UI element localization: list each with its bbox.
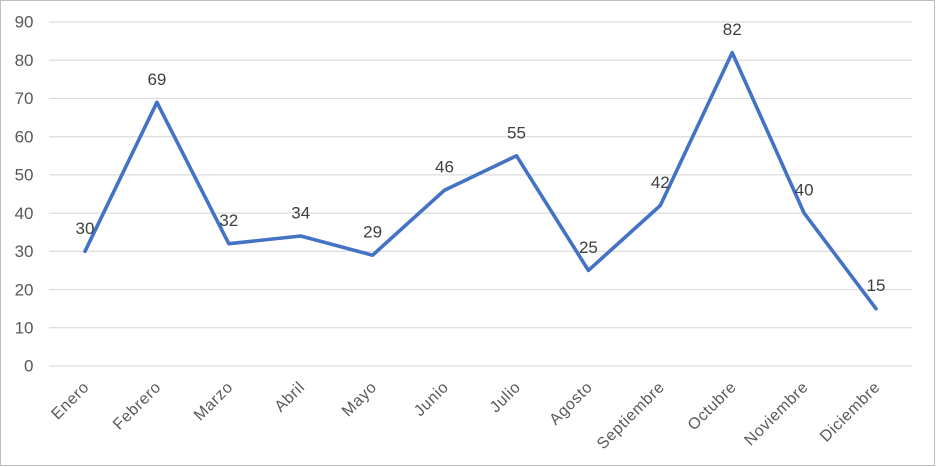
svg-text:80: 80 xyxy=(15,51,34,70)
svg-text:32: 32 xyxy=(219,211,238,230)
svg-text:15: 15 xyxy=(867,276,886,295)
svg-text:46: 46 xyxy=(435,158,454,177)
svg-text:42: 42 xyxy=(651,173,670,192)
svg-text:29: 29 xyxy=(363,223,382,242)
svg-text:82: 82 xyxy=(723,20,742,39)
svg-text:90: 90 xyxy=(15,13,34,32)
svg-text:55: 55 xyxy=(507,123,526,142)
svg-text:10: 10 xyxy=(15,319,34,338)
svg-text:40: 40 xyxy=(795,181,814,200)
svg-text:50: 50 xyxy=(15,166,34,185)
svg-text:40: 40 xyxy=(15,204,34,223)
svg-text:0: 0 xyxy=(24,357,33,376)
svg-text:60: 60 xyxy=(15,127,34,146)
svg-text:30: 30 xyxy=(76,219,95,238)
svg-text:34: 34 xyxy=(291,204,310,223)
svg-text:25: 25 xyxy=(579,238,598,257)
svg-text:69: 69 xyxy=(147,70,166,89)
svg-text:70: 70 xyxy=(15,89,34,108)
svg-text:20: 20 xyxy=(15,280,34,299)
svg-text:30: 30 xyxy=(15,242,34,261)
